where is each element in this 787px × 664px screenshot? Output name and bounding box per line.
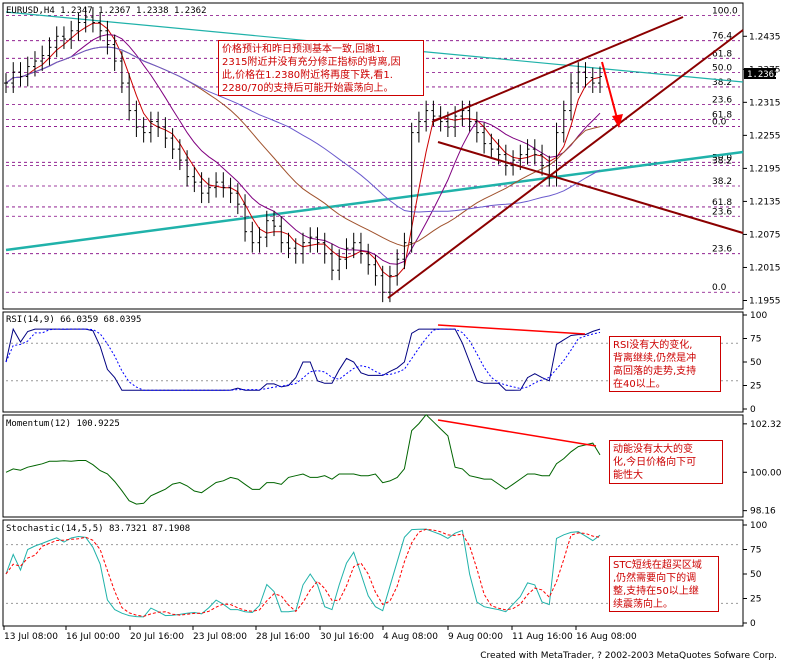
price-tick-label: 1.2075 <box>749 230 781 240</box>
momentum-tick-label: 102.32 <box>750 420 782 430</box>
rsi-tick-label: 75 <box>750 335 761 345</box>
price-tick-label: 1.1955 <box>749 296 781 306</box>
price-tick-label: 1.2435 <box>749 32 781 42</box>
current-price-label: 1.2362 <box>747 70 780 80</box>
footer-credit: Created with MetaTrader, ? 2002-2003 Met… <box>0 648 787 664</box>
current-price-marker: 1.2362 <box>744 68 780 80</box>
price-tick-label: 1.2255 <box>749 131 781 141</box>
stochastic-header: Stochastic(14,5,5) 83.7321 87.1908 <box>6 524 190 534</box>
rsi-divergence-line <box>437 324 586 335</box>
channel-lower-line <box>387 29 744 299</box>
price-tick-label: 1.2195 <box>749 164 781 174</box>
rsi-line <box>5 327 601 391</box>
channel-upper-line <box>431 16 684 123</box>
momentum-tick-label: 100.00 <box>750 468 782 478</box>
time-tick-label: 23 Jul 08:00 <box>193 632 247 642</box>
price-note: 价格预计和昨日预测基本一致,回撤1. 2315附近并没有充分修正指标的背离,因 … <box>218 40 424 96</box>
rsi-note: RSI没有大的变化, 背离继续,仍然是冲 高回落的走势,支持 在40以上。 <box>609 336 721 392</box>
rsi-axis: 100 75 50 25 0 <box>743 311 767 415</box>
fib-label: 50.0 <box>712 153 732 163</box>
rsi-tick-label: 25 <box>750 382 761 392</box>
rsi-tick-label: 100 <box>750 311 767 321</box>
fib-label: 0.0 <box>712 283 727 293</box>
fib-label: 61.8 <box>712 110 732 120</box>
forecast-arrow <box>601 61 619 123</box>
time-tick-label: 16 Aug 08:00 <box>576 632 637 642</box>
fib-label: 61.8 <box>712 198 732 208</box>
ma-long-line <box>5 46 601 213</box>
forecast-arrowhead <box>612 114 623 128</box>
stochastic-note: STC短线在超买区域 ,仍然需要向下的调 整,支持在50以上继 续震荡向上。 <box>609 556 719 612</box>
fib-label: 61.8 <box>712 49 732 59</box>
fib-label: 38.2 <box>712 177 732 187</box>
rsi-header: RSI(14,9) 66.0359 68.0395 <box>6 315 141 325</box>
time-tick-label: 20 Jul 16:00 <box>130 632 184 642</box>
time-tick-label: 9 Aug 00:00 <box>448 632 503 642</box>
momentum-line <box>5 413 601 505</box>
rsi-tick-label: 0 <box>750 405 756 415</box>
fib-label: 23.6 <box>712 207 732 217</box>
support-trendline <box>5 150 744 252</box>
fib-label: 76.4 <box>712 32 732 42</box>
time-tick-label: 16 Jul 00:00 <box>66 632 120 642</box>
fib-label: 100.0 <box>712 6 738 16</box>
time-tick-label: 4 Aug 08:00 <box>383 632 438 642</box>
stoch-tick-label: 25 <box>750 595 761 605</box>
price-tick-label: 1.2135 <box>749 197 781 207</box>
price-header: EURUSD,H4 1.2347 1.2367 1.2338 1.2362 <box>6 6 206 16</box>
momentum-header: Momentum(12) 100.9225 <box>6 419 120 429</box>
fib-label: 50.0 <box>712 64 732 74</box>
descending-line <box>437 141 744 234</box>
price-tick-label: 1.2015 <box>749 263 781 273</box>
footer-text: Created with MetaTrader, ? 2002-2003 Met… <box>480 651 777 661</box>
momentum-note: 动能没有太大的变 化,今日价格向下可 能性大 <box>609 440 723 484</box>
time-tick-label: 11 Aug 16:00 <box>512 632 573 642</box>
time-tick-label: 13 Jul 08:00 <box>4 632 58 642</box>
stoch-tick-label: 100 <box>750 521 767 531</box>
momentum-tick-label: 98.16 <box>750 507 776 517</box>
stoch-tick-label: 50 <box>750 570 762 580</box>
time-tick-label: 30 Jul 16:00 <box>320 632 374 642</box>
fib-label: 0.0 <box>712 118 727 128</box>
stoch-tick-label: 0 <box>750 619 756 629</box>
stoch-k-line <box>5 528 601 618</box>
time-tick-label: 28 Jul 16:00 <box>256 632 310 642</box>
time-axis: 13 Jul 08:00 16 Jul 00:00 20 Jul 16:00 23 J… <box>3 626 637 642</box>
price-tick-label: 1.2315 <box>749 98 781 108</box>
fib-label: 23.6 <box>712 245 732 255</box>
momentum-divergence-line <box>437 419 597 447</box>
fib-label: 38.2 <box>712 78 732 88</box>
stoch-tick-label: 75 <box>750 546 761 556</box>
fib-label: 23.6 <box>712 96 732 106</box>
stochastic-axis: 100 75 50 25 0 <box>743 521 767 629</box>
momentum-axis: 102.32 100.00 98.16 <box>743 420 782 517</box>
rsi-tick-label: 50 <box>750 358 762 368</box>
fib-label: 38.2 <box>712 157 732 167</box>
stoch-d-line <box>5 528 601 617</box>
